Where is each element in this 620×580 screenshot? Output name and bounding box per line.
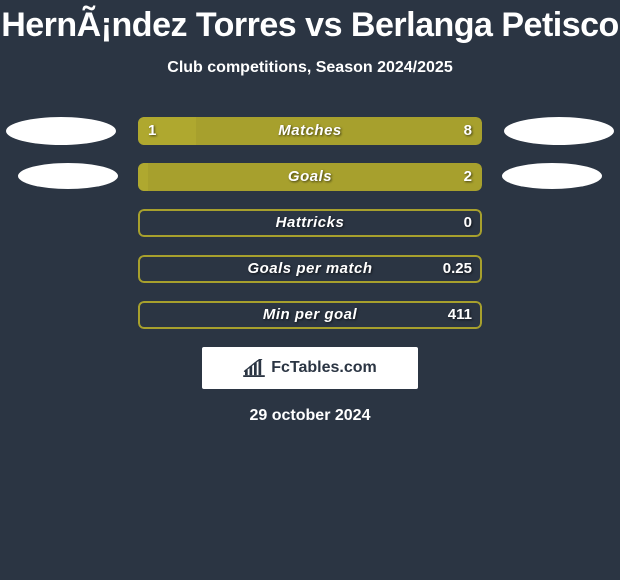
metric-bar: Hattricks0: [138, 209, 482, 237]
page-title: HernÃ¡ndez Torres vs Berlanga Petisco: [0, 6, 620, 45]
metric-value-right: 2: [464, 163, 472, 191]
logo-text: FcTables.com: [271, 359, 377, 377]
page-subtitle: Club competitions, Season 2024/2025: [0, 59, 620, 77]
metric-row: Min per goal411: [0, 301, 620, 329]
comparison-infographic: HernÃ¡ndez Torres vs Berlanga Petisco Cl…: [0, 6, 620, 580]
player-avatar-left: [18, 163, 118, 189]
metric-label: Hattricks: [138, 209, 482, 237]
metric-label: Goals per match: [138, 255, 482, 283]
player-avatar-left: [6, 117, 116, 145]
stats-area: 1Matches8 Goals2 Hattricks0 Goals per match…: [0, 117, 620, 329]
metric-label: Min per goal: [138, 301, 482, 329]
metric-bar: 1Matches8: [138, 117, 482, 145]
metric-value-right: 0: [464, 209, 472, 237]
date-label: 29 october 2024: [0, 407, 620, 425]
site-logo[interactable]: FcTables.com: [202, 347, 418, 389]
metric-value-right: 0.25: [443, 255, 472, 283]
metric-value-right: 8: [464, 117, 472, 145]
bar-chart-icon: [243, 359, 265, 377]
metric-bar: Min per goal411: [138, 301, 482, 329]
metric-row: 1Matches8: [0, 117, 620, 145]
player-avatar-right: [504, 117, 614, 145]
metric-row: Goals per match0.25: [0, 255, 620, 283]
player-avatar-right: [502, 163, 602, 189]
metric-value-right: 411: [448, 301, 472, 329]
metric-label: Matches: [138, 117, 482, 145]
metric-bar: Goals per match0.25: [138, 255, 482, 283]
metric-bar: Goals2: [138, 163, 482, 191]
metric-row: Hattricks0: [0, 209, 620, 237]
metric-row: Goals2: [0, 163, 620, 191]
metric-label: Goals: [138, 163, 482, 191]
